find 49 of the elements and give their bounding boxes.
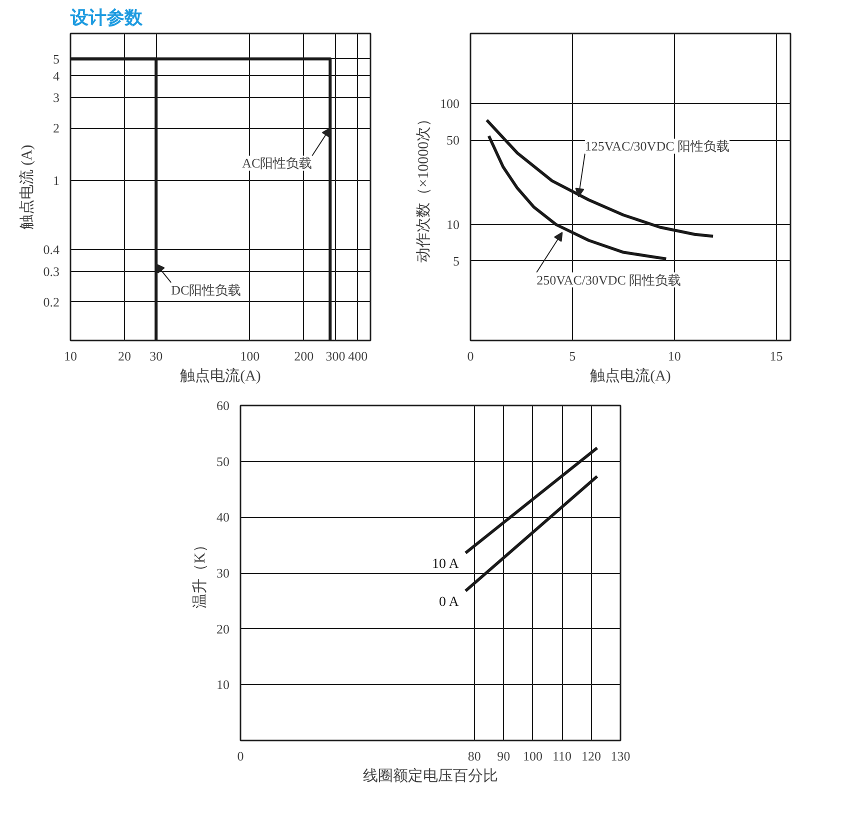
y-tick-label: 3 bbox=[53, 90, 60, 105]
x-tick-label: 110 bbox=[552, 748, 572, 764]
x-tick-label: 0 bbox=[467, 348, 474, 364]
x-tick-label: 10 bbox=[668, 348, 681, 364]
y-tick-label: 40 bbox=[216, 510, 230, 525]
x-tick-label: 10 bbox=[64, 348, 77, 364]
y-tick-label: 10 bbox=[216, 677, 230, 692]
annotation: 250VAC/30VDC 阳性负载 bbox=[536, 272, 682, 288]
x-tick-label: 80 bbox=[468, 748, 481, 764]
x-tick-label: 90 bbox=[497, 748, 510, 764]
x-tick-label: 5 bbox=[569, 348, 576, 364]
x-tick-label: 400 bbox=[348, 348, 368, 364]
y-tick-label: 1 bbox=[53, 172, 60, 188]
y-axis-title: 触点电流 (A) bbox=[18, 144, 36, 230]
x-tick-label: 30 bbox=[150, 348, 163, 364]
x-tick-label: 100 bbox=[240, 348, 260, 364]
y-tick-label: 0.4 bbox=[43, 242, 60, 258]
y-tick-label: 0.2 bbox=[43, 294, 60, 310]
y-tick-label: 5 bbox=[453, 253, 460, 268]
y-tick-label: 4 bbox=[53, 68, 60, 84]
series-label: 10 A bbox=[432, 556, 460, 572]
x-tick-label: 300 bbox=[326, 348, 346, 364]
annotation: DC阳性负载 bbox=[171, 282, 242, 298]
y-tick-label: 10 bbox=[446, 217, 460, 232]
y-tick-label: 50 bbox=[216, 454, 230, 469]
x-axis-title: 触点电流(A) bbox=[180, 368, 261, 384]
y-tick-label: 50 bbox=[446, 132, 460, 148]
x-tick-label: 15 bbox=[770, 348, 783, 364]
x-tick-label: 100 bbox=[523, 748, 543, 764]
y-tick-label: 30 bbox=[216, 566, 230, 580]
annotation: AC阳性负载 bbox=[242, 156, 312, 171]
y-axis-title: 温升（K） bbox=[192, 538, 208, 608]
y-tick-label: 2 bbox=[53, 120, 60, 136]
x-tick-label: 130 bbox=[610, 748, 630, 764]
y-tick-label: 100 bbox=[440, 96, 460, 112]
series-label: 0 A bbox=[438, 594, 460, 610]
x-tick-label: 20 bbox=[118, 348, 132, 364]
y-tick-label: 0.3 bbox=[43, 264, 60, 279]
y-tick-label: 20 bbox=[216, 621, 230, 636]
y-tick-label: 5 bbox=[53, 51, 60, 66]
x-axis-title: 线圈额定电压百分比 bbox=[363, 768, 498, 784]
annotation: 125VAC/30VDC 阳性负载 bbox=[584, 138, 730, 154]
y-tick-label: 60 bbox=[216, 398, 230, 413]
y-axis-title: 动作次数（×10000次） bbox=[416, 112, 432, 262]
x-tick-label: 200 bbox=[294, 348, 314, 364]
chart-title: 设计参数 bbox=[70, 8, 144, 28]
x-tick-label: 120 bbox=[582, 748, 602, 764]
x-tick-label: 0 bbox=[237, 748, 244, 764]
x-axis-title: 触点电流(A) bbox=[590, 368, 671, 384]
